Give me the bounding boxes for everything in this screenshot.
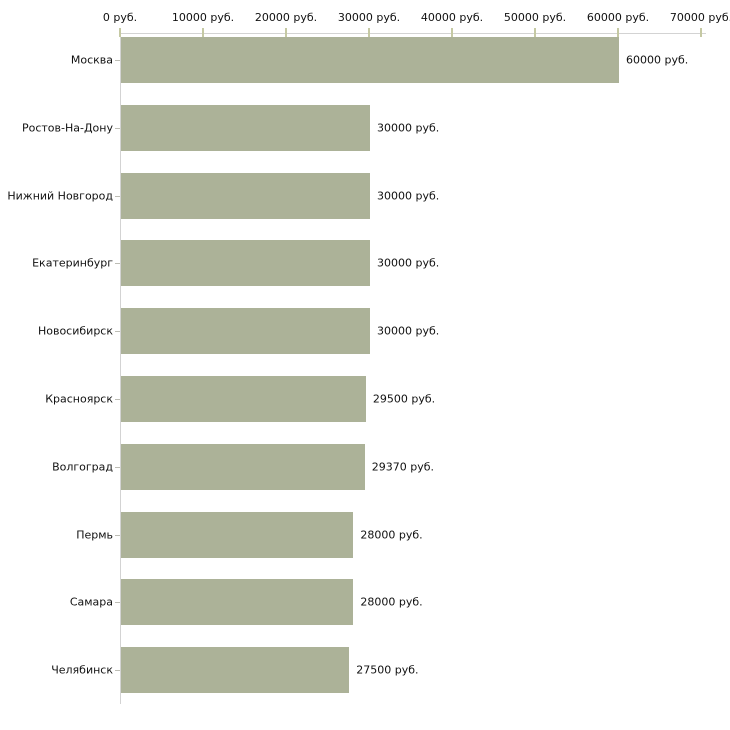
value-label: 30000 руб. xyxy=(377,324,440,338)
bar-6 xyxy=(121,443,365,490)
x-axis-tick-label: 60000 руб. xyxy=(586,11,650,24)
x-axis-tick-label: 0 руб. xyxy=(102,11,138,24)
category-label: Челябинск xyxy=(51,663,113,677)
value-label: 29370 руб. xyxy=(371,460,435,474)
x-axis-tick-label: 70000 руб. xyxy=(669,11,730,24)
category-tick-mark xyxy=(115,331,120,332)
value-label: 30000 руб. xyxy=(377,256,440,270)
category-label: Самара xyxy=(69,595,113,609)
bar-7 xyxy=(121,511,354,558)
category-label: Москва xyxy=(70,53,113,67)
category-label: Пермь xyxy=(76,528,113,542)
category-label: Красноярск xyxy=(45,392,113,406)
x-axis-tick-mark xyxy=(202,28,204,37)
bar-0 xyxy=(121,37,619,83)
value-label: 29500 руб. xyxy=(372,392,436,406)
x-axis-tick-label: 10000 руб. xyxy=(171,11,235,24)
x-axis-tick-mark xyxy=(119,28,121,37)
bar-5 xyxy=(121,376,366,422)
bar-4 xyxy=(121,308,370,355)
y-axis-line xyxy=(120,33,121,704)
category-tick-mark xyxy=(115,602,120,603)
x-axis-tick-mark xyxy=(451,28,453,37)
x-axis-tick-mark xyxy=(617,28,619,37)
category-tick-mark xyxy=(115,535,120,536)
x-axis-tick-label: 30000 руб. xyxy=(337,11,401,24)
category-label: Новосибирск xyxy=(37,324,113,338)
value-label: 30000 руб. xyxy=(377,189,440,203)
x-axis-tick-label: 40000 руб. xyxy=(420,11,484,24)
value-label: 28000 руб. xyxy=(360,528,423,542)
category-tick-mark xyxy=(115,128,120,129)
bar-2 xyxy=(121,172,370,219)
category-tick-mark xyxy=(115,60,120,61)
bar-8 xyxy=(121,579,354,626)
category-label: Екатеринбург xyxy=(32,256,113,270)
category-tick-mark xyxy=(115,399,120,400)
category-tick-mark xyxy=(115,670,120,671)
x-axis-tick-mark xyxy=(368,28,370,37)
category-tick-mark xyxy=(115,263,120,264)
x-axis-tick-mark xyxy=(700,28,702,37)
category-label: Волгоград xyxy=(52,460,113,474)
value-label: 60000 руб. xyxy=(626,53,689,67)
x-axis-tick-mark xyxy=(534,28,536,37)
x-axis-tick-mark xyxy=(285,28,287,37)
bar-1 xyxy=(121,104,370,151)
x-axis-tick-label: 20000 руб. xyxy=(254,11,318,24)
x-axis-tick-label: 50000 руб. xyxy=(503,11,567,24)
category-label: Нижний Новгород xyxy=(7,189,113,203)
category-tick-mark xyxy=(115,467,120,468)
value-label: 30000 руб. xyxy=(377,121,440,135)
bar-9 xyxy=(121,647,350,694)
category-tick-mark xyxy=(115,196,120,197)
value-label: 28000 руб. xyxy=(360,595,423,609)
category-label: Ростов-На-Дону xyxy=(21,121,113,135)
bar-3 xyxy=(121,240,370,287)
x-axis-line xyxy=(120,33,706,34)
value-label: 27500 руб. xyxy=(356,663,419,677)
